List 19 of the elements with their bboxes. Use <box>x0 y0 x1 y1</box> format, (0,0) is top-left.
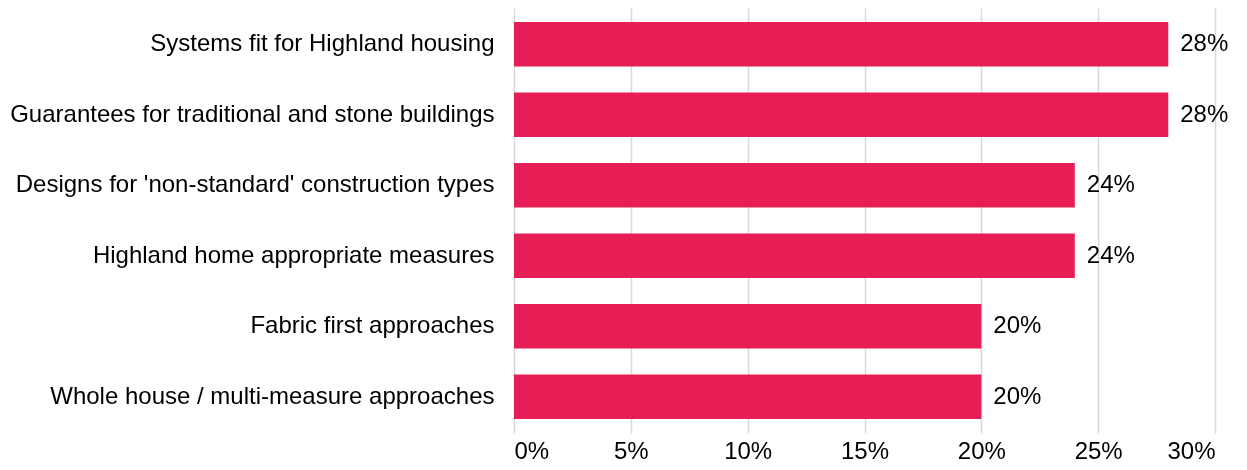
y-tick-label: Designs for 'non-standard' construction types <box>15 170 495 198</box>
x-tick-label: 30% <box>1167 436 1216 464</box>
y-tick-label: Highland home appropriate measures <box>92 240 495 268</box>
data-label: 28% <box>1180 29 1229 57</box>
y-tick-label: Guarantees for traditional and stone buildings <box>10 99 495 127</box>
y-tick-label: Whole house / multi-measure approaches <box>50 381 495 409</box>
data-label: 24% <box>1086 240 1135 268</box>
x-tick-label: 10% <box>724 436 773 464</box>
x-tick-label: 5% <box>613 436 649 464</box>
x-tick-label: 0% <box>514 436 550 464</box>
y-tick-label: Fabric first approaches <box>250 311 495 339</box>
x-tick-label: 25% <box>1074 436 1123 464</box>
data-label: 20% <box>993 381 1042 409</box>
data-label: 28% <box>1180 99 1229 127</box>
x-tick-label: 20% <box>957 436 1006 464</box>
y-tick-label: Systems fit for Highland housing <box>150 29 495 57</box>
data-label: 24% <box>1086 170 1135 198</box>
data-label: 20% <box>993 311 1042 339</box>
x-tick-label: 15% <box>840 436 890 464</box>
